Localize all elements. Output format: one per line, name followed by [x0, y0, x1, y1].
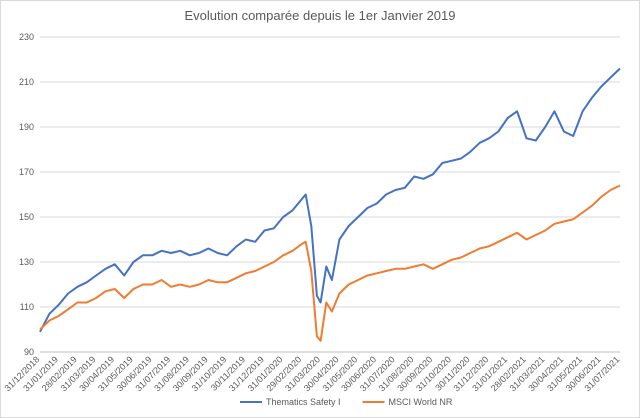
y-axis-ticks: 90 110 130 150 170 190 210 230	[19, 32, 34, 357]
y-tick-label: 130	[19, 257, 34, 267]
legend: Thematics Safety I MSCI World NR	[240, 397, 453, 407]
y-tick-label: 110	[20, 302, 34, 312]
series-line-1	[39, 67, 621, 333]
series-line-2	[39, 184, 621, 342]
x-axis-ticks: 31/12/201831/01/201928/02/201931/03/2019…	[2, 354, 621, 393]
chart-title: Evolution comparée depuis le 1er Janvier…	[184, 8, 456, 23]
legend-label-1: Thematics Safety I	[266, 397, 341, 407]
y-tick-label: 210	[19, 77, 34, 87]
y-tick-label: 90	[24, 347, 34, 357]
gridlines	[40, 36, 620, 353]
y-tick-label: 150	[19, 212, 34, 222]
series-lines	[39, 67, 621, 342]
y-tick-label: 170	[19, 167, 34, 177]
y-tick-label: 230	[19, 32, 34, 42]
legend-label-2: MSCI World NR	[389, 397, 453, 407]
y-tick-label: 190	[19, 122, 34, 132]
